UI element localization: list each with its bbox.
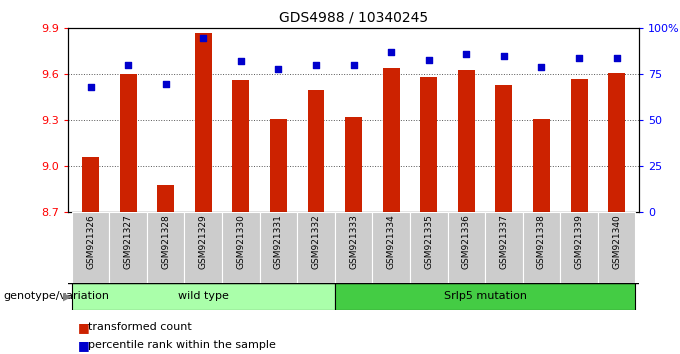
Bar <box>270 119 287 212</box>
Text: GSM921330: GSM921330 <box>237 215 245 269</box>
Text: Srlp5 mutation: Srlp5 mutation <box>443 291 526 302</box>
Bar <box>233 80 250 212</box>
FancyBboxPatch shape <box>410 212 447 283</box>
FancyBboxPatch shape <box>222 212 260 283</box>
Text: GSM921332: GSM921332 <box>311 215 320 269</box>
Point <box>536 64 547 70</box>
Text: genotype/variation: genotype/variation <box>3 291 109 302</box>
Text: ▶: ▶ <box>63 291 71 302</box>
Point <box>611 55 622 61</box>
Point <box>235 59 246 64</box>
Text: GSM921333: GSM921333 <box>349 215 358 269</box>
Bar <box>458 70 475 212</box>
FancyBboxPatch shape <box>447 212 485 283</box>
FancyBboxPatch shape <box>523 212 560 283</box>
Bar <box>571 79 588 212</box>
Text: GSM921336: GSM921336 <box>462 215 471 269</box>
Point <box>85 84 96 90</box>
Text: GSM921335: GSM921335 <box>424 215 433 269</box>
Text: percentile rank within the sample: percentile rank within the sample <box>88 340 276 350</box>
Text: transformed count: transformed count <box>88 322 192 332</box>
Bar <box>345 117 362 212</box>
Bar <box>496 85 512 212</box>
Point <box>461 51 472 57</box>
Text: ■: ■ <box>78 339 90 352</box>
Text: GSM921329: GSM921329 <box>199 215 208 269</box>
Bar <box>608 73 625 212</box>
Text: GSM921338: GSM921338 <box>537 215 546 269</box>
Bar <box>383 68 400 212</box>
FancyBboxPatch shape <box>485 212 523 283</box>
FancyBboxPatch shape <box>72 212 109 283</box>
Point <box>311 62 322 68</box>
Bar <box>82 157 99 212</box>
Text: GSM921339: GSM921339 <box>575 215 583 269</box>
Point <box>122 62 133 68</box>
FancyBboxPatch shape <box>598 212 635 283</box>
FancyBboxPatch shape <box>373 212 410 283</box>
Bar <box>157 185 174 212</box>
Bar <box>307 90 324 212</box>
Point <box>273 66 284 72</box>
Bar <box>195 33 211 212</box>
FancyBboxPatch shape <box>260 212 297 283</box>
Text: ■: ■ <box>78 321 90 334</box>
Bar <box>533 119 550 212</box>
FancyBboxPatch shape <box>72 283 335 310</box>
FancyBboxPatch shape <box>560 212 598 283</box>
Text: wild type: wild type <box>178 291 228 302</box>
Text: GSM921327: GSM921327 <box>124 215 133 269</box>
Point <box>160 81 171 86</box>
FancyBboxPatch shape <box>184 212 222 283</box>
FancyBboxPatch shape <box>297 212 335 283</box>
Title: GDS4988 / 10340245: GDS4988 / 10340245 <box>279 10 428 24</box>
Bar <box>420 78 437 212</box>
Point <box>498 53 509 59</box>
Point <box>198 35 209 40</box>
Point <box>348 62 359 68</box>
Text: GSM921340: GSM921340 <box>612 215 621 269</box>
Point <box>424 57 435 62</box>
Point <box>574 55 585 61</box>
FancyBboxPatch shape <box>147 212 184 283</box>
Point <box>386 50 396 55</box>
FancyBboxPatch shape <box>335 212 373 283</box>
Text: GSM921331: GSM921331 <box>274 215 283 269</box>
Text: GSM921334: GSM921334 <box>387 215 396 269</box>
Text: GSM921326: GSM921326 <box>86 215 95 269</box>
Text: GSM921337: GSM921337 <box>499 215 509 269</box>
FancyBboxPatch shape <box>335 283 635 310</box>
Bar <box>120 74 137 212</box>
Text: GSM921328: GSM921328 <box>161 215 170 269</box>
FancyBboxPatch shape <box>109 212 147 283</box>
